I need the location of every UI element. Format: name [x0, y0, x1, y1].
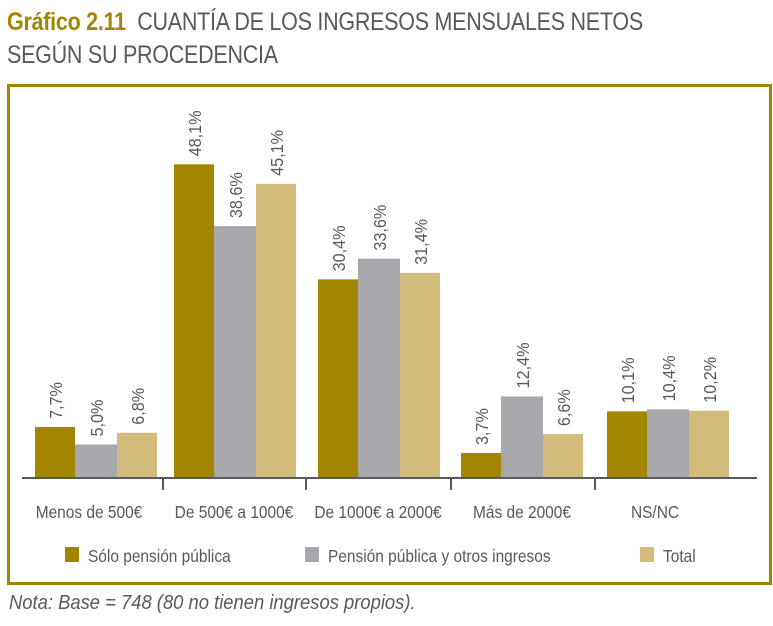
category-labels-group: Menos de 500€ De 500€ a 1000€ De 1000€ a 2… [36, 502, 679, 522]
value-label-4-2: 10,2% [700, 357, 720, 403]
legend-label-0: Sólo pensión pública [88, 546, 231, 566]
x-axis [22, 477, 757, 490]
bar-1-1 [214, 226, 256, 477]
legend: Sólo pensión pública Pensión pública y ot… [65, 546, 696, 566]
value-label-1-0: 48,1% [185, 110, 205, 156]
legend-swatch-2 [640, 547, 654, 562]
value-label-0-2: 6,8% [128, 388, 148, 425]
bar-2-2 [400, 272, 440, 477]
bar-4-2 [689, 410, 729, 477]
category-label: De 1000€ a 2000€ [314, 502, 442, 522]
value-label-1-1: 38,6% [226, 172, 246, 218]
bar-2-1 [358, 258, 400, 477]
value-label-1-2: 45,1% [267, 130, 287, 176]
category-label: Más de 2000€ [473, 502, 572, 522]
value-label-2-2: 31,4% [411, 219, 431, 265]
chart-title: Gráfico 2.11 CUANTÍA DE LOS INGRESOS MEN… [7, 6, 643, 72]
bar-0-1 [75, 444, 117, 477]
bar-0-0 [35, 426, 75, 477]
figure-number: Gráfico 2.11 [7, 8, 126, 36]
bar-2-0 [318, 279, 358, 477]
bar-1-0 [174, 164, 214, 477]
value-label-4-0: 10,1% [618, 357, 638, 403]
bar-3-1 [501, 396, 543, 477]
value-label-3-2: 6,6% [554, 389, 574, 426]
value-label-2-1: 33,6% [370, 205, 390, 251]
value-label-4-1: 10,4% [659, 356, 679, 402]
bar-4-1 [647, 409, 689, 477]
value-label-0-1: 5,0% [87, 400, 107, 437]
bar-4-0 [607, 411, 647, 477]
value-label-2-0: 30,4% [329, 226, 349, 272]
bar-0-2 [117, 432, 157, 477]
value-labels-group: 7,7% 5,0% 6,8% 48,1% 38,6% 45,1% 30,4% 33,6% 31,… [46, 110, 720, 444]
bar-1-2 [256, 183, 296, 477]
legend-swatch-1 [305, 547, 319, 562]
category-label: NS/NC [631, 502, 679, 522]
value-label-3-0: 3,7% [472, 408, 492, 445]
chart-frame [7, 84, 772, 585]
value-label-3-1: 12,4% [513, 343, 533, 389]
bar-3-0 [461, 452, 501, 477]
legend-label-2: Total [663, 546, 696, 566]
category-label: De 500€ a 1000€ [175, 502, 294, 522]
title-line-1: CUANTÍA DE LOS INGRESOS MENSUALES NETOS [137, 8, 643, 36]
legend-label-1: Pensión pública y otros ingresos [328, 546, 551, 566]
value-label-0-0: 7,7% [46, 382, 66, 419]
title-line-2: SEGÚN SU PROCEDENCIA [7, 41, 278, 69]
category-label: Menos de 500€ [36, 502, 143, 522]
legend-swatch-0 [65, 547, 79, 562]
footnote: Nota: Base = 748 (80 no tienen ingresos … [9, 592, 416, 614]
bars-group [35, 164, 729, 477]
bar-3-2 [543, 434, 583, 477]
